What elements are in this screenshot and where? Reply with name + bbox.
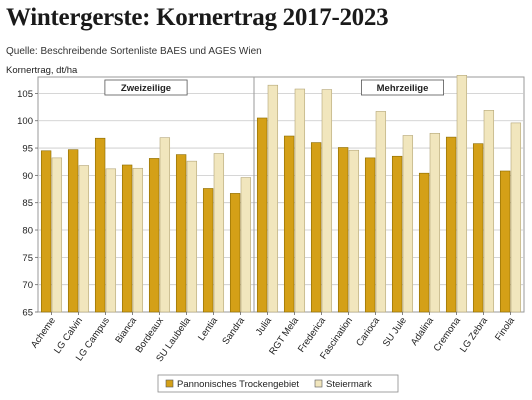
bar-pannonisches <box>40 150 52 313</box>
bar-steiermark <box>429 132 441 313</box>
page-title: Wintergerste: Kornertrag 2017-2023 <box>6 4 389 31</box>
bar-steiermark <box>375 111 387 313</box>
bar-steiermark <box>51 157 63 313</box>
y-tick-label: 65 <box>22 308 33 319</box>
plot-area <box>37 76 525 313</box>
bar-pannonisches <box>364 157 376 313</box>
bar-steiermark <box>159 137 171 313</box>
bar-pannonisches <box>337 147 349 313</box>
x-tick-label: Lentia <box>196 315 220 343</box>
x-tick-label: SU Jule <box>381 315 409 349</box>
x-tick-label: LG Zebra <box>458 315 490 355</box>
bar-pannonisches <box>418 172 430 313</box>
bar-pannonisches <box>256 117 268 313</box>
legend-label: Steiermark <box>326 379 372 390</box>
legend-box <box>157 374 399 393</box>
bar-steiermark <box>78 165 90 313</box>
x-tick-label: Sandra <box>220 315 247 347</box>
x-tick-label: Adalina <box>409 315 437 348</box>
bar-steiermark <box>132 167 144 313</box>
group-label: Mehrzeilige <box>377 83 429 94</box>
bar-pannonisches <box>148 158 160 313</box>
y-axis-label: Kornertrag, dt/ha <box>6 65 78 76</box>
x-tick-label: Carioca <box>354 315 382 349</box>
legend-swatch <box>314 379 323 388</box>
bar-steiermark <box>510 122 522 313</box>
bar-steiermark <box>402 135 414 313</box>
bar-steiermark <box>321 89 333 313</box>
bar-steiermark <box>294 88 306 313</box>
bar-steiermark <box>240 177 252 313</box>
source-note: Quelle: Beschreibende Sortenliste BAES u… <box>6 46 262 57</box>
bar-pannonisches <box>175 154 187 313</box>
bar-pannonisches <box>283 135 295 313</box>
y-tick-label: 90 <box>22 171 33 182</box>
bar-steiermark <box>213 153 225 313</box>
y-tick-label: 105 <box>17 89 33 100</box>
y-tick-label: 70 <box>22 280 33 291</box>
bar-pannonisches <box>445 136 457 313</box>
bar-pannonisches <box>94 137 106 313</box>
y-tick-label: 80 <box>22 226 33 237</box>
y-tick-label: 100 <box>17 116 33 127</box>
group-label: Zweizeilige <box>121 83 171 94</box>
legend-label: Pannonisches Trockengebiet <box>177 379 299 390</box>
bar-steiermark <box>483 110 495 313</box>
group-label-box <box>360 79 444 96</box>
legend-swatch <box>165 379 174 388</box>
bar-steiermark <box>456 75 468 313</box>
x-tick-label: Bianca <box>113 315 139 346</box>
bar-pannonisches <box>202 188 214 313</box>
bar-pannonisches <box>229 193 241 313</box>
bar-pannonisches <box>391 155 403 313</box>
x-tick-label: Julia <box>254 315 275 338</box>
bar-pannonisches <box>499 170 511 313</box>
bar-steiermark <box>186 160 198 313</box>
bar-pannonisches <box>472 143 484 313</box>
bar-steiermark <box>105 168 117 313</box>
x-tick-label: Finola <box>493 315 517 343</box>
group-label-box <box>104 79 188 96</box>
bar-steiermark <box>348 149 360 313</box>
y-tick-label: 85 <box>22 198 33 209</box>
bar-pannonisches <box>310 142 322 313</box>
y-tick-label: 95 <box>22 144 33 155</box>
bar-pannonisches <box>121 164 133 313</box>
x-tick-label: Acheme <box>29 315 58 350</box>
bar-steiermark <box>267 84 279 313</box>
y-tick-label: 75 <box>22 253 33 264</box>
bar-pannonisches <box>67 149 79 313</box>
